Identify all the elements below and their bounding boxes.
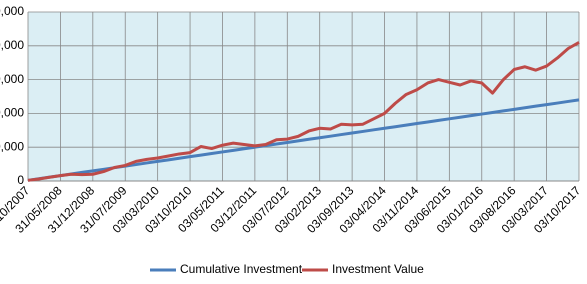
legend-label: Investment Value	[332, 262, 424, 276]
legend-label: Cumulative Investment	[180, 262, 303, 276]
plot-area	[28, 12, 579, 181]
y-tick-label: 0	[17, 173, 24, 187]
series-line	[27, 41, 580, 182]
y-tick-label: 500,000	[0, 139, 24, 153]
y-tick-label: 2,000,000	[0, 38, 24, 52]
y-tick-label: 2,500,000	[0, 4, 24, 18]
y-tick-label: 1,000,000	[0, 106, 24, 120]
y-tick-label: 1,500,000	[0, 72, 24, 86]
